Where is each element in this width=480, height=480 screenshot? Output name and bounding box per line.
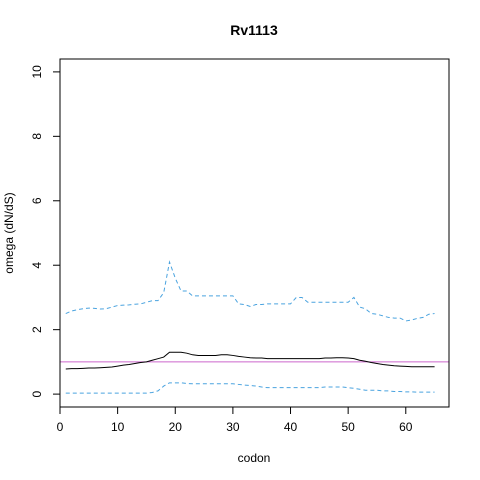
y-tick-label: 4 xyxy=(30,262,44,269)
y-axis: 0 2 4 6 8 10 xyxy=(30,65,61,397)
x-tick-label: 0 xyxy=(57,420,64,434)
plot-frame xyxy=(59,58,450,408)
x-axis-label: codon xyxy=(238,451,271,465)
lower-bound-line xyxy=(65,382,435,394)
x-tick-label: 40 xyxy=(284,420,298,434)
upper-bound-line xyxy=(65,260,435,322)
x-tick-label: 50 xyxy=(341,420,355,434)
plot-area xyxy=(60,260,449,394)
y-tick-label: 10 xyxy=(30,65,44,79)
x-tick-label: 60 xyxy=(399,420,413,434)
y-axis-label: omega (dN/dS) xyxy=(2,192,16,273)
x-tick-label: 30 xyxy=(226,420,240,434)
y-tick-label: 0 xyxy=(30,390,44,397)
x-tick-label: 10 xyxy=(111,420,125,434)
y-tick-label: 8 xyxy=(30,133,44,140)
omega-estimate-line xyxy=(65,351,435,370)
x-tick-label: 20 xyxy=(169,420,183,434)
x-axis: 0 10 20 30 40 50 60 xyxy=(57,406,413,434)
y-tick-label: 6 xyxy=(30,197,44,204)
y-tick-label: 2 xyxy=(30,326,44,333)
chart-title: Rv1113 xyxy=(230,22,278,38)
